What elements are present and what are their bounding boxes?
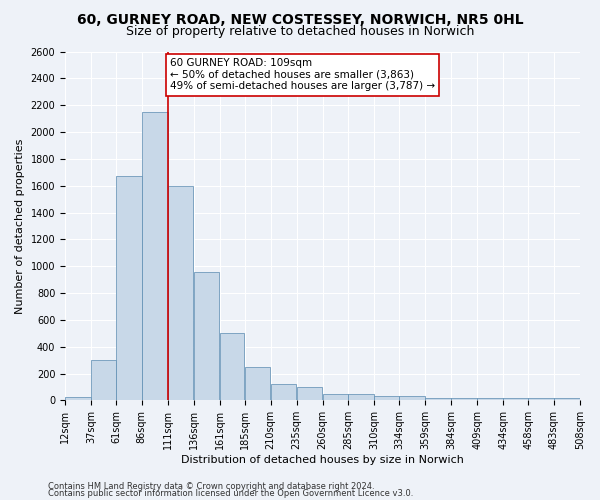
Bar	[91, 360, 116, 401]
Bar	[374, 396, 399, 400]
Bar	[245, 367, 270, 400]
Text: 60, GURNEY ROAD, NEW COSTESSEY, NORWICH, NR5 0HL: 60, GURNEY ROAD, NEW COSTESSEY, NORWICH,…	[77, 12, 523, 26]
Bar	[477, 398, 503, 400]
Y-axis label: Number of detached properties: Number of detached properties	[15, 138, 25, 314]
Bar	[65, 397, 91, 400]
Bar	[271, 384, 296, 400]
Text: Size of property relative to detached houses in Norwich: Size of property relative to detached ho…	[126, 25, 474, 38]
Text: Contains HM Land Registry data © Crown copyright and database right 2024.: Contains HM Land Registry data © Crown c…	[48, 482, 374, 491]
Bar	[349, 394, 374, 400]
Bar	[503, 398, 528, 400]
Text: Contains public sector information licensed under the Open Government Licence v3: Contains public sector information licen…	[48, 489, 413, 498]
Bar	[554, 398, 580, 400]
Bar	[296, 387, 322, 400]
Text: 60 GURNEY ROAD: 109sqm
← 50% of detached houses are smaller (3,863)
49% of semi-: 60 GURNEY ROAD: 109sqm ← 50% of detached…	[170, 58, 435, 92]
Bar	[425, 398, 451, 400]
X-axis label: Distribution of detached houses by size in Norwich: Distribution of detached houses by size …	[181, 455, 464, 465]
Bar	[451, 398, 477, 400]
Bar	[194, 272, 220, 400]
Bar	[116, 176, 142, 400]
Bar	[220, 334, 244, 400]
Bar	[168, 186, 193, 400]
Bar	[323, 394, 348, 400]
Bar	[142, 112, 167, 401]
Bar	[528, 398, 554, 400]
Bar	[400, 396, 425, 400]
